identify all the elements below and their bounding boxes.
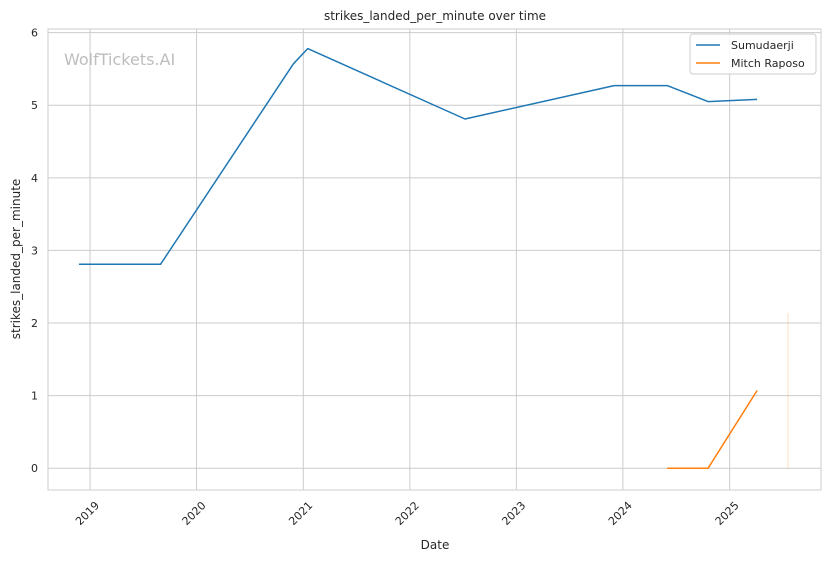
legend-label-mitch-raposo: Mitch Raposo <box>731 57 805 70</box>
legend-box <box>689 33 817 75</box>
chart-title: strikes_landed_per_minute over time <box>324 9 546 23</box>
legend: Sumudaerji Mitch Raposo <box>689 33 817 75</box>
y-tick-label: 5 <box>31 99 38 112</box>
watermark-text: WolfTickets.AI <box>64 50 175 69</box>
y-tick-label: 0 <box>31 462 38 475</box>
y-tick-label: 6 <box>31 27 38 40</box>
y-tick-label: 1 <box>31 390 38 403</box>
grid <box>48 29 821 490</box>
y-tick-label: 4 <box>31 172 38 185</box>
series-line-mitch-raposo <box>667 390 758 469</box>
series-line-sumudaerji <box>78 47 758 265</box>
x-axis-label: Date <box>421 538 450 552</box>
legend-label-sumudaerji: Sumudaerji <box>731 39 794 52</box>
plot-frame <box>47 28 822 491</box>
y-tick-label: 3 <box>31 244 38 257</box>
series-lines <box>78 47 758 469</box>
y-axis-label: strikes_landed_per_minute <box>9 179 23 340</box>
y-tick-label: 2 <box>31 317 38 330</box>
